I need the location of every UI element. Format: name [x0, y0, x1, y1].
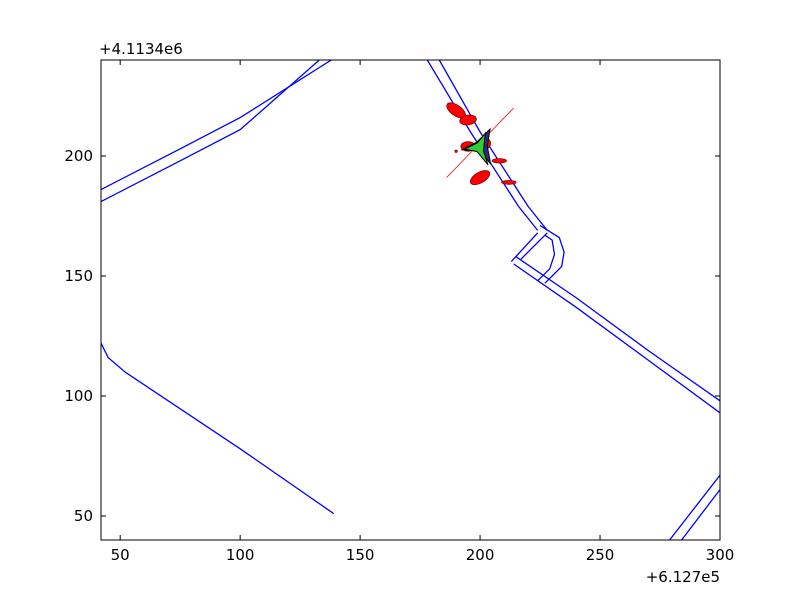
- obstacle-1: [459, 114, 477, 126]
- axes-frame: [100, 59, 721, 541]
- x-offset-label: +6.127e5: [646, 568, 720, 586]
- lane-line-3: [426, 60, 539, 231]
- lane-line-7: [537, 234, 556, 282]
- plot-area: [101, 60, 720, 540]
- lane-line-5: [520, 232, 548, 260]
- obstacle-4: [491, 158, 507, 164]
- y-tick-label-200: 200: [64, 147, 93, 165]
- x-tick-label-100: 100: [226, 546, 255, 564]
- lane-line-6: [539, 225, 565, 284]
- obstacle-6: [501, 180, 517, 185]
- y-tick-label-150: 150: [64, 267, 93, 285]
- obstacle-7: [454, 149, 458, 153]
- obstacle-5: [469, 170, 491, 186]
- ego-body: [463, 131, 489, 166]
- y-tick-label-50: 50: [74, 507, 93, 525]
- lane-line-2: [438, 60, 548, 231]
- lane-line-10: [101, 342, 335, 515]
- lane-line-9: [513, 263, 720, 414]
- lane-line-12: [681, 489, 720, 540]
- x-tick-label-250: 250: [586, 546, 615, 564]
- x-tick-label-50: 50: [111, 546, 130, 564]
- ego-vehicle-marker: [460, 127, 492, 166]
- lane-line-1: [101, 60, 320, 203]
- lane-line-11: [669, 474, 720, 540]
- x-tick-label-300: 300: [706, 546, 735, 564]
- y-tick-label-100: 100: [64, 387, 93, 405]
- lane-line-4: [510, 232, 539, 263]
- axis-ticks: 50 100 150 200 250 300 50 100 150 200: [64, 60, 734, 564]
- x-tick-label-200: 200: [466, 546, 495, 564]
- lane-line-8: [515, 256, 720, 402]
- y-offset-label: +4.1134e6: [99, 40, 183, 58]
- x-tick-label-150: 150: [346, 546, 375, 564]
